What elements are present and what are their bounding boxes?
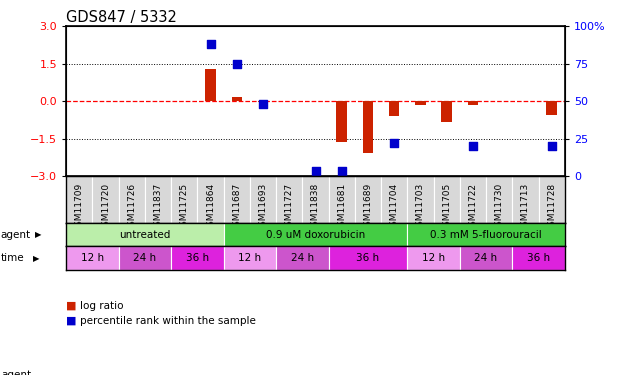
Point [546, 143, 557, 149]
Text: 12 h: 12 h [422, 253, 445, 263]
Point [389, 140, 399, 146]
Bar [355, 176, 381, 223]
Text: 12 h: 12 h [239, 253, 261, 263]
Text: GSM11864: GSM11864 [206, 183, 215, 232]
Bar [93, 176, 119, 223]
Bar [381, 176, 408, 223]
Text: GSM11837: GSM11837 [153, 183, 163, 232]
Bar [223, 223, 408, 246]
Text: ■: ■ [66, 316, 77, 326]
Bar [336, 101, 347, 142]
Text: percentile rank within the sample: percentile rank within the sample [80, 316, 256, 326]
Text: GSM11727: GSM11727 [285, 183, 294, 232]
Bar [468, 101, 478, 105]
Point [468, 143, 478, 149]
Text: ■: ■ [66, 301, 77, 310]
Bar [433, 176, 460, 223]
Bar [329, 176, 355, 223]
Bar [258, 101, 268, 102]
Text: ▶: ▶ [33, 254, 39, 263]
Text: GSM11730: GSM11730 [495, 183, 504, 232]
Text: GSM11726: GSM11726 [127, 183, 136, 232]
Bar [546, 101, 557, 115]
Bar [442, 101, 452, 122]
Text: ▶: ▶ [35, 230, 41, 239]
Bar [460, 176, 486, 223]
Bar [66, 223, 223, 246]
Bar [538, 176, 565, 223]
Text: GSM11728: GSM11728 [547, 183, 556, 232]
Bar [171, 246, 223, 270]
Text: GSM11681: GSM11681 [337, 183, 346, 232]
Bar [408, 246, 460, 270]
Text: GSM11705: GSM11705 [442, 183, 451, 232]
Text: 36 h: 36 h [186, 253, 209, 263]
Bar [250, 176, 276, 223]
Point [337, 168, 347, 174]
Text: GSM11838: GSM11838 [311, 183, 320, 232]
Text: log ratio: log ratio [80, 301, 124, 310]
Text: GSM11689: GSM11689 [363, 183, 372, 232]
Text: 12 h: 12 h [81, 253, 104, 263]
Text: GSM11713: GSM11713 [521, 183, 530, 232]
Bar [512, 176, 538, 223]
Bar [119, 246, 171, 270]
Text: GSM11704: GSM11704 [390, 183, 399, 232]
Text: agent: agent [1, 370, 32, 375]
Point [258, 101, 268, 107]
Text: time: time [1, 253, 24, 263]
Text: GSM11722: GSM11722 [468, 183, 478, 232]
Text: GSM11725: GSM11725 [180, 183, 189, 232]
Bar [276, 176, 302, 223]
Bar [415, 101, 426, 105]
Bar [408, 176, 433, 223]
Point [310, 168, 321, 174]
Text: agent: agent [1, 230, 31, 240]
Bar [223, 176, 250, 223]
Bar [232, 98, 242, 101]
Text: GSM11687: GSM11687 [232, 183, 241, 232]
Text: 24 h: 24 h [291, 253, 314, 263]
Bar [276, 246, 329, 270]
Bar [389, 101, 399, 116]
Bar [223, 246, 276, 270]
Text: 36 h: 36 h [357, 253, 379, 263]
Text: 0.3 mM 5-fluorouracil: 0.3 mM 5-fluorouracil [430, 230, 542, 240]
Bar [512, 246, 565, 270]
Bar [408, 223, 565, 246]
Bar [205, 69, 216, 101]
Text: GSM11720: GSM11720 [101, 183, 110, 232]
Bar [171, 176, 198, 223]
Text: GDS847 / 5332: GDS847 / 5332 [66, 10, 177, 25]
Text: 24 h: 24 h [475, 253, 498, 263]
Bar [302, 176, 329, 223]
Text: untreated: untreated [119, 230, 170, 240]
Bar [363, 101, 373, 153]
Bar [119, 176, 145, 223]
Bar [329, 246, 408, 270]
Bar [145, 176, 171, 223]
Bar [66, 246, 119, 270]
Text: GSM11709: GSM11709 [75, 183, 84, 232]
Bar [486, 176, 512, 223]
Bar [66, 176, 93, 223]
Text: 24 h: 24 h [133, 253, 156, 263]
Text: GSM11703: GSM11703 [416, 183, 425, 232]
Bar [198, 176, 223, 223]
Point [232, 61, 242, 67]
Text: 0.9 uM doxorubicin: 0.9 uM doxorubicin [266, 230, 365, 240]
Point [206, 41, 216, 47]
Text: 36 h: 36 h [527, 253, 550, 263]
Text: GSM11693: GSM11693 [259, 183, 268, 232]
Bar [460, 246, 512, 270]
